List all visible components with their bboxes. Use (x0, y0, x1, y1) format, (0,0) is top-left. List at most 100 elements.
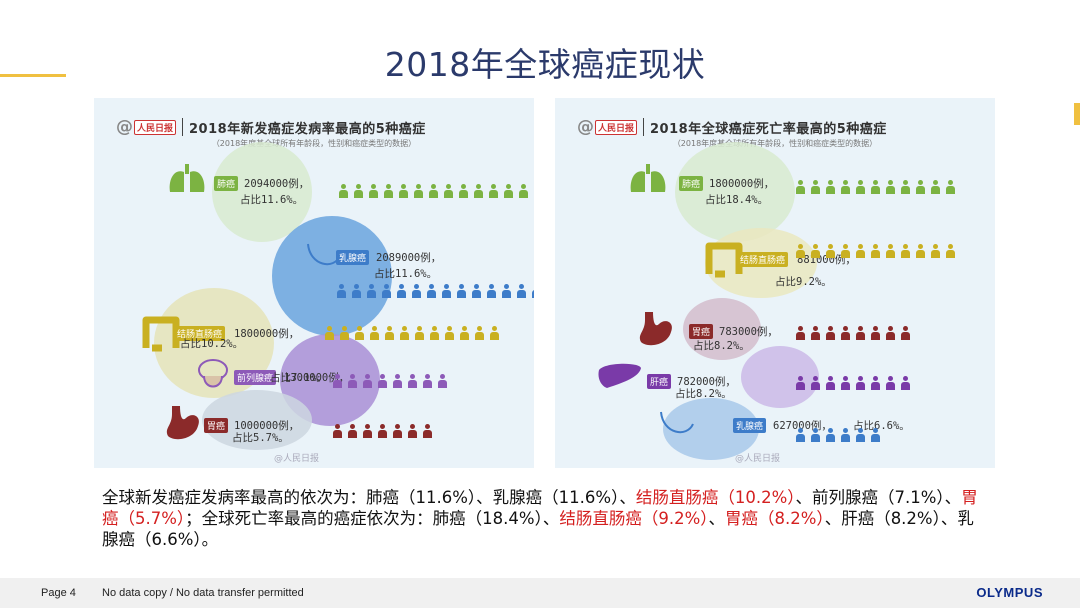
people-daily-logo: @ 人民日报 (577, 117, 638, 137)
person-icon (810, 326, 821, 340)
cancer-name-tag: 肝癌 (647, 374, 672, 389)
case-count: 1000000例， (234, 420, 300, 432)
summary-segment: 全球新发癌症发病率最高的依次为：肺癌（11.6%）、乳腺癌（11.6%）、 (102, 488, 636, 507)
person-icon (383, 184, 394, 198)
person-icon (900, 244, 911, 258)
person-icon (825, 326, 836, 340)
person-icon (459, 326, 470, 340)
people-daily-logo: @ 人民日报 (116, 117, 177, 137)
person-icon (795, 180, 806, 194)
cancer-name-tag: 胃癌 (204, 418, 229, 433)
cancer-name-tag: 结肠直肠癌 (174, 326, 226, 341)
person-icon (855, 244, 866, 258)
person-icon (885, 244, 896, 258)
percentage: 占比8.2%。 (693, 340, 750, 352)
person-icon (354, 326, 365, 340)
person-icon (332, 424, 343, 438)
percentage: 占比5.7%。 (232, 432, 289, 444)
people-icons (795, 376, 911, 390)
person-icon (930, 244, 941, 258)
case-count: 782000例， (677, 376, 736, 388)
right-accent-bar (1074, 103, 1080, 125)
person-icon (915, 180, 926, 194)
person-icon (338, 184, 349, 198)
person-icon (456, 284, 467, 298)
person-icon (458, 184, 469, 198)
highlight-text: 胃癌（5.7%） (102, 488, 978, 528)
person-icon (488, 184, 499, 198)
person-icon (501, 284, 512, 298)
person-icon (825, 180, 836, 194)
person-icon (351, 284, 362, 298)
cancer-name-tag: 乳腺癌 (336, 250, 370, 265)
person-icon (377, 374, 388, 388)
person-icon (533, 184, 534, 198)
organ-icon (627, 162, 669, 200)
summary-text: 全球新发癌症发病率最高的依次为：肺癌（11.6%）、乳腺癌（11.6%）、结肠直… (102, 487, 982, 550)
case-count: 1300000例， (284, 372, 350, 384)
person-icon (362, 424, 373, 438)
person-icon (332, 374, 343, 388)
person-icon (429, 326, 440, 340)
person-icon (870, 244, 881, 258)
highlight-text: 胃癌（8.2%） (725, 509, 825, 528)
person-icon (392, 374, 403, 388)
people-icons (795, 180, 956, 194)
person-icon (855, 180, 866, 194)
person-icon (945, 244, 956, 258)
person-icon (399, 326, 410, 340)
case-count: 783000例， (719, 326, 778, 338)
person-icon (825, 376, 836, 390)
watermark: @人民日报 (274, 454, 320, 464)
cancer-name-tag: 胃癌 (689, 324, 714, 339)
person-icon (422, 424, 433, 438)
highlight-text: 结肠直肠癌（9.2%） (559, 509, 709, 528)
person-icon (885, 376, 896, 390)
organ-icon (166, 162, 208, 200)
person-icon (930, 180, 941, 194)
liver-circle (741, 346, 819, 408)
person-icon (885, 180, 896, 194)
organ-icon (595, 360, 643, 394)
page-number: Page 4 (41, 587, 76, 599)
person-icon (870, 326, 881, 340)
organ-icon (635, 310, 677, 352)
person-icon (336, 284, 347, 298)
percentage: 占比11.6%。 (240, 194, 304, 206)
incidence-infographic: @ 人民日报 2018年新发癌症发病率最高的5种癌症 （2018年度基全球所有年龄… (94, 98, 534, 468)
people-icons (336, 284, 534, 298)
person-icon (900, 376, 911, 390)
person-icon (885, 326, 896, 340)
person-icon (825, 428, 836, 442)
person-icon (398, 184, 409, 198)
person-icon (489, 326, 500, 340)
person-icon (945, 180, 956, 194)
breast-circle (272, 216, 392, 336)
organ-icon (657, 404, 697, 448)
person-icon (362, 374, 373, 388)
case-count: 1800000例， (709, 178, 775, 190)
mortality-infographic: @ 人民日报 2018年全球癌症死亡率最高的5种癌症 （2018年度基全球所有年龄… (555, 98, 995, 468)
people-icons (338, 184, 534, 198)
infographic-header: @ 人民日报 2018年新发癌症发病率最高的5种癌症 (116, 116, 426, 138)
person-icon (503, 184, 514, 198)
confidentiality-notice: No data copy / No data transfer permitte… (102, 587, 304, 599)
organ-icon (162, 404, 204, 446)
person-icon (428, 184, 439, 198)
infographic-title: 2018年全球癌症死亡率最高的5种癌症 (650, 121, 887, 137)
people-icons (795, 428, 881, 442)
summary-segment: 、肝癌（8.2%）、乳腺癌（6.6%）。 (102, 509, 974, 549)
watermark: @人民日报 (735, 454, 781, 464)
case-count: 1800000例， (234, 328, 300, 340)
person-icon (353, 184, 364, 198)
people-icons (332, 374, 448, 388)
person-icon (441, 284, 452, 298)
person-icon (437, 374, 448, 388)
person-icon (855, 428, 866, 442)
person-icon (411, 284, 422, 298)
person-icon (516, 284, 527, 298)
person-icon (855, 326, 866, 340)
person-icon (810, 376, 821, 390)
case-count: 2089000例， (376, 252, 442, 264)
infographic-subtitle: （2018年度基全球所有年龄段，性别和癌症类型的数据） (672, 139, 878, 148)
